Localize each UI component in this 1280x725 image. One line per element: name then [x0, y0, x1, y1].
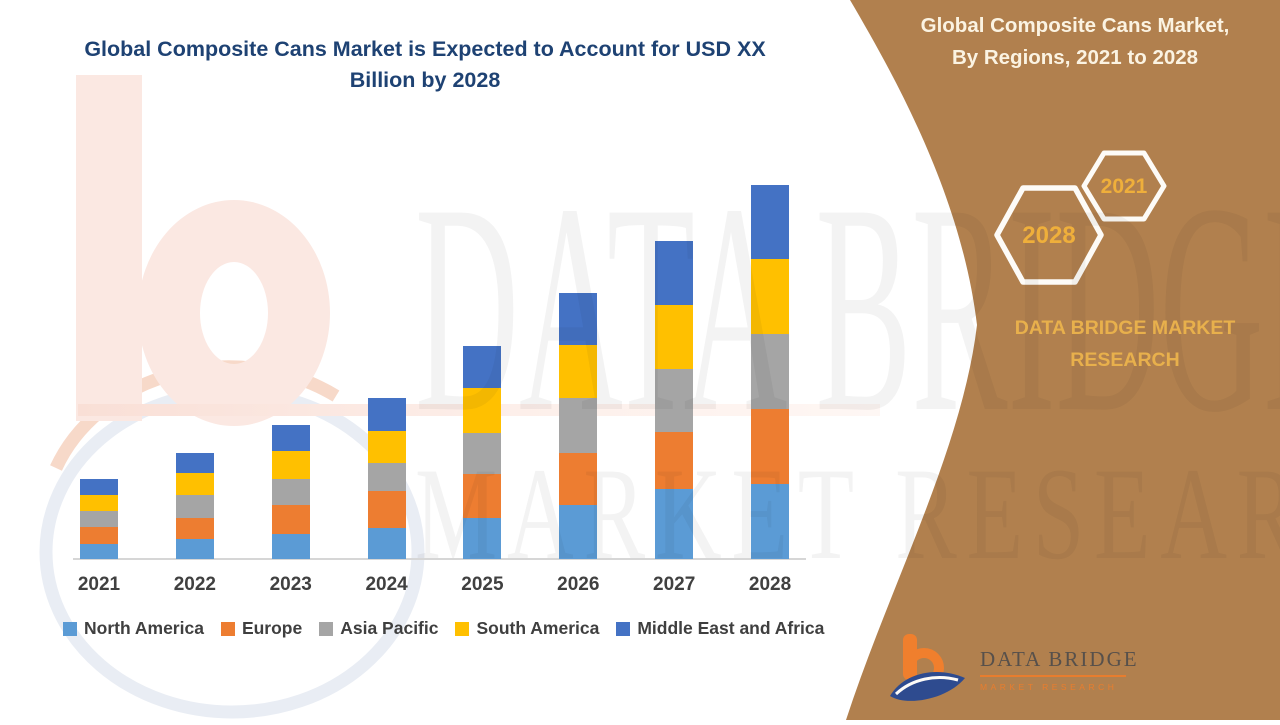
bar-segment-2023-europe: [271, 505, 310, 534]
legend-swatch: [319, 621, 334, 636]
bar-segment-2028-europe: [751, 409, 790, 484]
bar-segment-2027-south-america: [655, 305, 694, 369]
bar-segment-2027-middle-east-and-africa: [655, 241, 694, 305]
bar-segment-2028-asia-pacific: [751, 334, 790, 409]
bar-segment-2026-europe: [559, 453, 598, 505]
legend-item-asia-pacific: Asia Pacific: [319, 618, 438, 639]
bar-segment-2026-south-america: [559, 345, 598, 398]
bar-segment-2026-asia-pacific: [559, 398, 598, 453]
bar-segment-2026-north-america: [559, 505, 598, 559]
bar-segment-2023-south-america: [271, 451, 310, 479]
bar-segment-2025-middle-east-and-africa: [463, 346, 502, 388]
bar-segment-2028-north-america: [751, 484, 790, 559]
legend-item-middle-east-and-africa: Middle East and Africa: [616, 618, 824, 639]
x-axis-label-2028: 2028: [748, 574, 792, 595]
bar-segment-2027-asia-pacific: [655, 369, 694, 432]
bar-segment-2021-north-america: [80, 544, 118, 559]
bar-segment-2024-north-america: [367, 528, 406, 559]
legend-item-europe: Europe: [220, 618, 303, 639]
bar-segment-2023-asia-pacific: [271, 479, 310, 505]
x-axis-label-2026: 2026: [557, 574, 600, 595]
x-axis-label-2024: 2024: [365, 574, 408, 595]
bar-segment-2024-south-america: [367, 431, 406, 463]
x-axis-label-2022: 2022: [173, 574, 216, 595]
bar-segment-2021-asia-pacific: [80, 511, 118, 527]
bar-segment-2022-south-america: [175, 473, 214, 495]
legend-swatch: [455, 621, 470, 636]
bar-segment-2025-north-america: [463, 518, 502, 559]
x-axis-line: [73, 558, 806, 560]
legend-item-north-america: North America: [63, 618, 204, 639]
bar-segment-2022-europe: [175, 518, 214, 539]
x-axis-label-2025: 2025: [461, 574, 504, 595]
bar-segment-2027-europe: [655, 432, 694, 489]
bar-segment-2025-europe: [463, 474, 502, 518]
legend-swatch: [63, 621, 77, 636]
bar-segment-2022-middle-east-and-africa: [175, 453, 214, 473]
legend: North America Europe Asia Pacific South Ame…: [63, 618, 824, 639]
legend-label: Europe: [241, 618, 303, 638]
x-axis-label-2021: 2021: [77, 574, 121, 595]
legend-label: South America: [476, 618, 600, 638]
legend-swatch: [220, 621, 235, 636]
legend-item-south-america: South America: [455, 618, 599, 639]
bar-segment-2021-middle-east-and-africa: [80, 479, 118, 495]
bar-segment-2024-asia-pacific: [367, 463, 406, 491]
bar-segment-2028-middle-east-and-africa: [751, 185, 790, 259]
bar-segment-2021-south-america: [80, 495, 118, 511]
legend-label: Middle East and Africa: [637, 618, 825, 638]
bar-segment-2023-north-america: [271, 534, 310, 559]
x-axis-label-2027: 2027: [653, 574, 696, 595]
legend-label: Asia Pacific: [340, 618, 439, 638]
bar-segment-2023-middle-east-and-africa: [271, 425, 310, 451]
bar-segment-2025-south-america: [463, 388, 502, 433]
x-axis-label-2023: 2023: [269, 574, 312, 595]
bar-segment-2024-europe: [367, 491, 406, 528]
bar-segment-2022-asia-pacific: [175, 495, 214, 518]
legend-label: North America: [84, 618, 204, 638]
bar-segment-2028-south-america: [751, 259, 790, 334]
legend-swatch: [616, 621, 631, 636]
bar-segment-2026-middle-east-and-africa: [559, 293, 598, 345]
bar-segment-2024-middle-east-and-africa: [367, 398, 406, 431]
bar-segment-2025-asia-pacific: [463, 433, 502, 474]
chart-title: Global Composite Cans Market is Expected…: [84, 37, 766, 93]
bar-segment-2027-north-america: [655, 489, 694, 559]
bar-segment-2021-europe: [80, 527, 118, 544]
bar-segment-2022-north-america: [175, 539, 214, 559]
